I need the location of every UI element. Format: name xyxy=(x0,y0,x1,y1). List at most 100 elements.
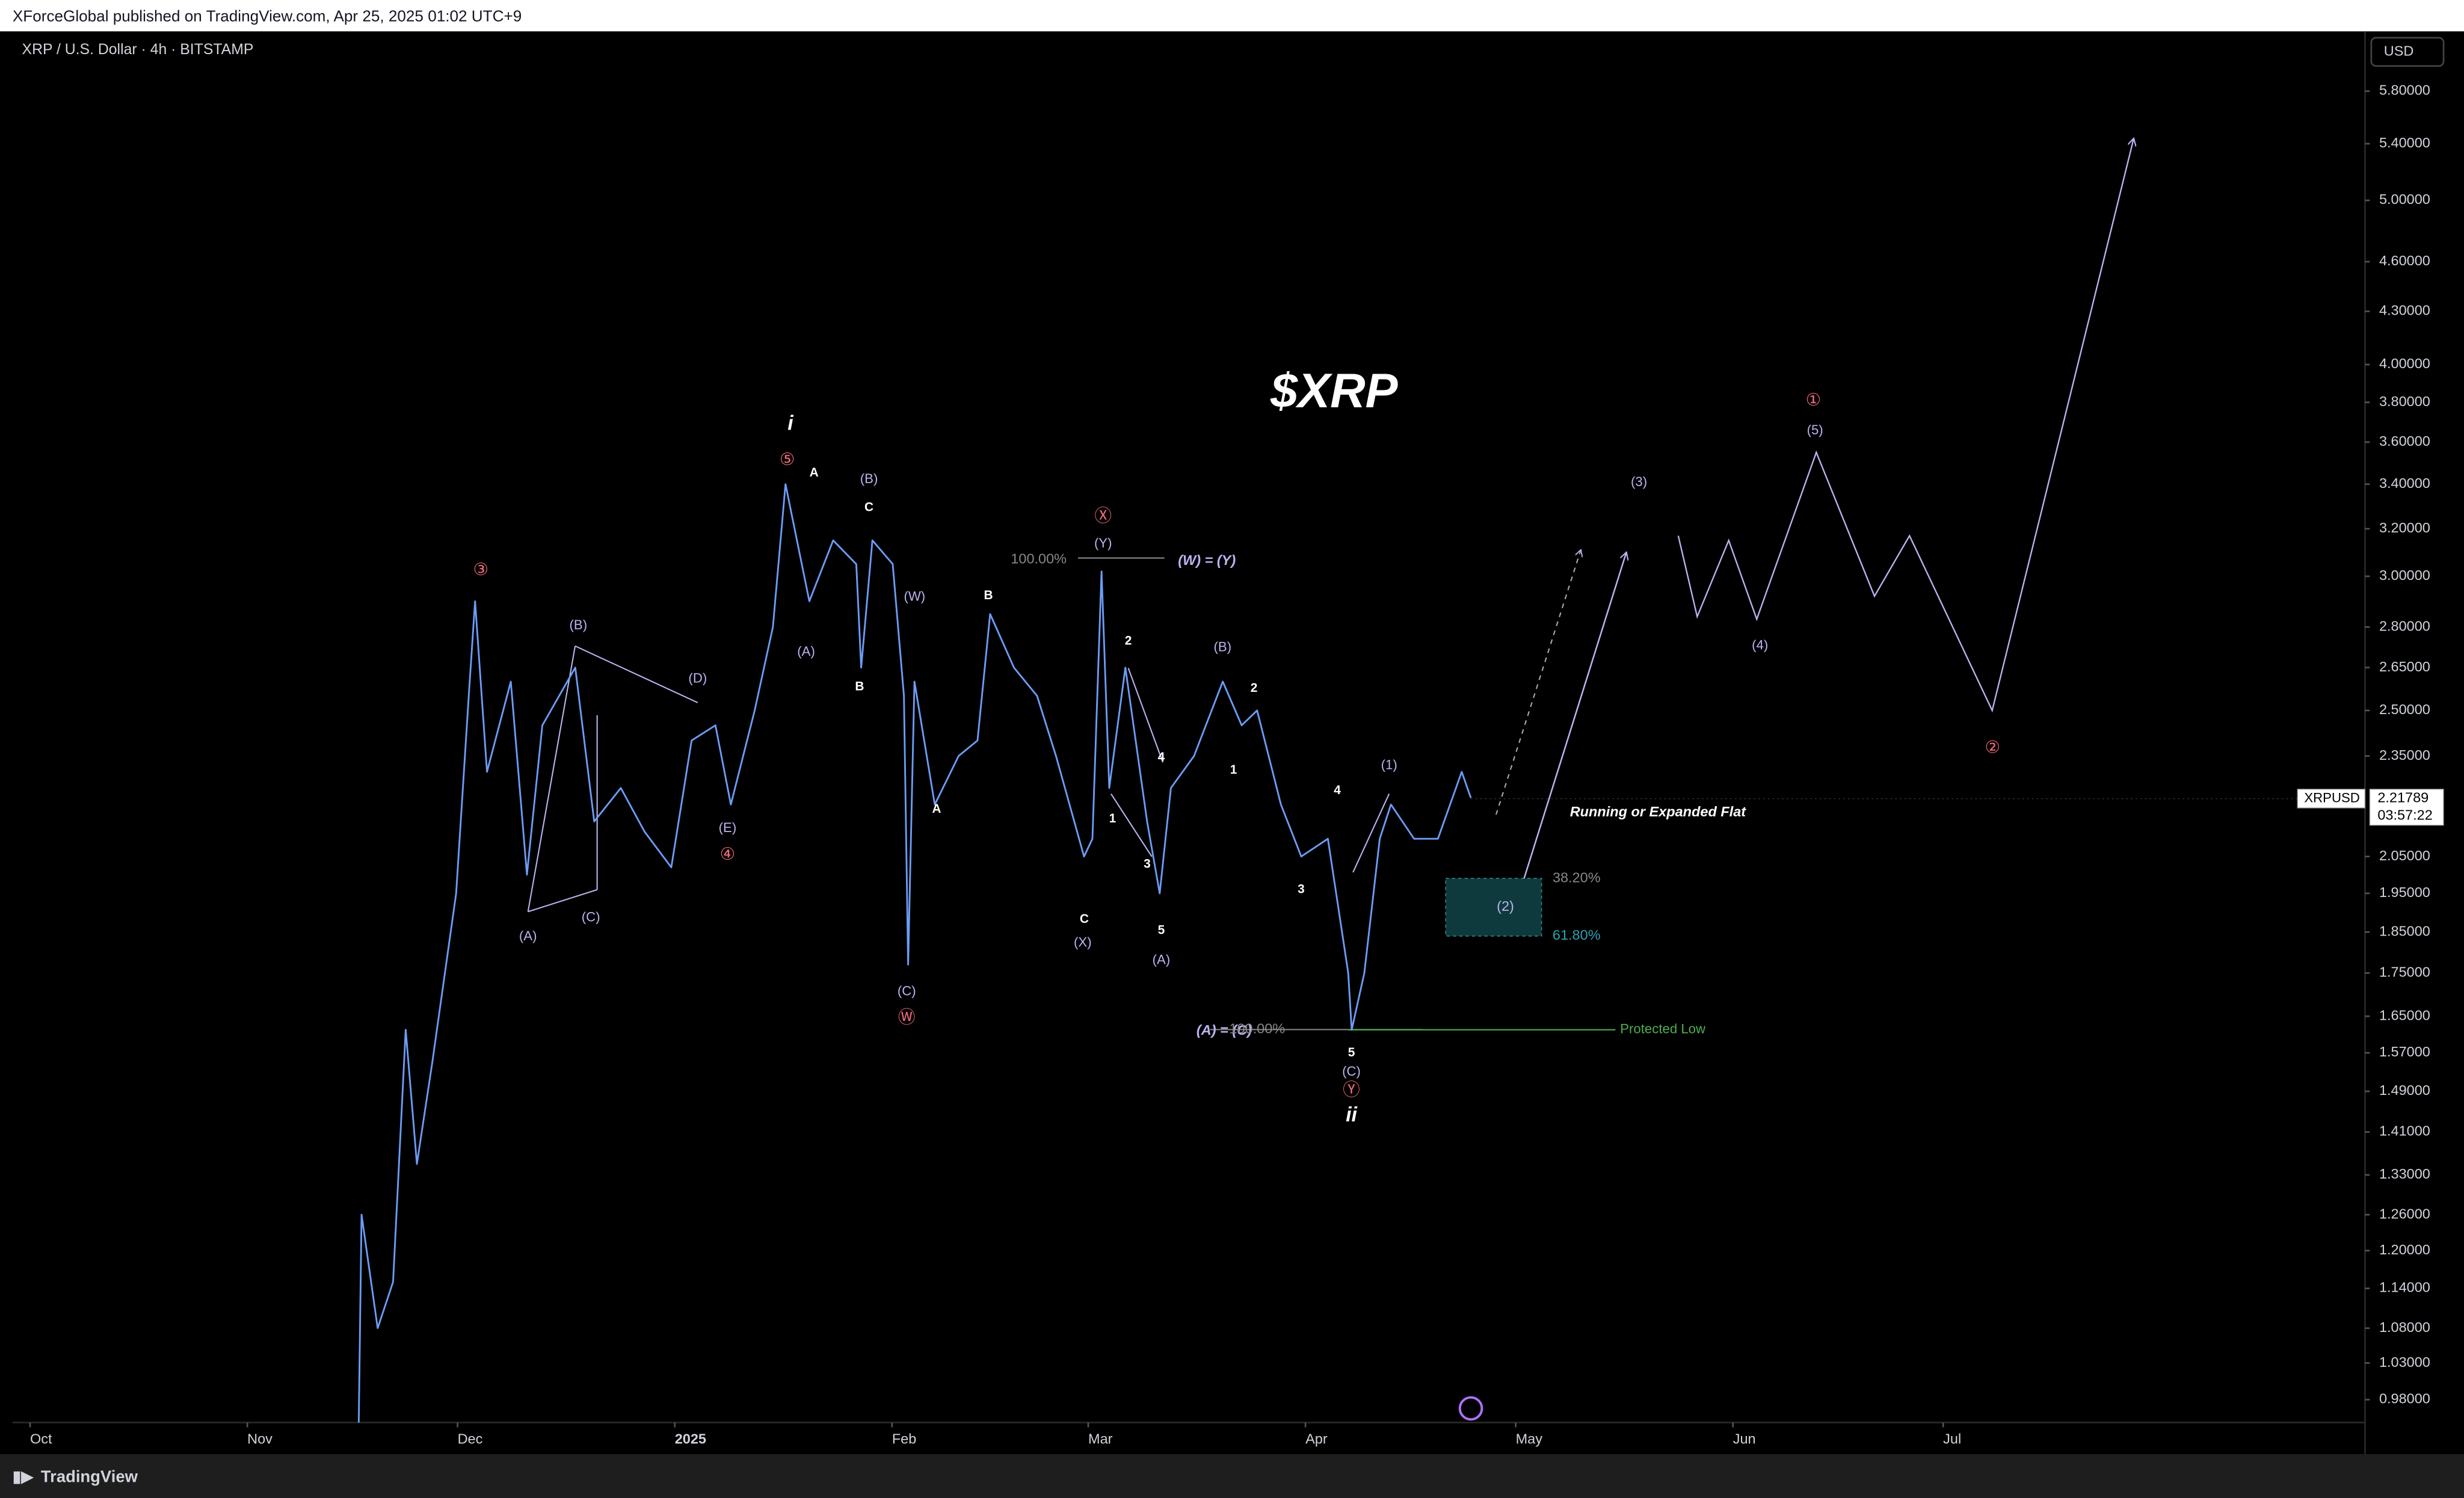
top-bar xyxy=(0,0,2464,32)
y-tick-label: 1.26000 xyxy=(2379,1206,2430,1221)
y-tick-label: 0.98000 xyxy=(2379,1391,2430,1407)
x-tick-label: 2025 xyxy=(675,1431,706,1447)
wave-label: 5 xyxy=(1158,923,1165,937)
wave-label: (A) xyxy=(1153,952,1171,967)
wave-label: B xyxy=(984,588,993,602)
y-tick-label: 2.80000 xyxy=(2379,618,2430,634)
wave-label: (C) xyxy=(898,984,916,999)
y-tick-label: 1.33000 xyxy=(2379,1166,2430,1182)
wave-line xyxy=(1110,793,1153,857)
wave-label: (A) xyxy=(797,644,815,659)
brand: TradingView xyxy=(41,1467,138,1485)
wave-label: (5) xyxy=(1807,422,1823,437)
icon[interactable] xyxy=(1458,1396,1483,1421)
wave-label: (B) xyxy=(1214,639,1232,654)
wave-label: 3 xyxy=(1144,857,1151,871)
y-tick-label: 1.75000 xyxy=(2379,964,2430,979)
wave-label: A xyxy=(810,466,819,479)
wave-label: (B) xyxy=(570,617,588,632)
wave-label: ④ xyxy=(720,845,736,864)
wave-label: ② xyxy=(1985,738,2000,757)
wave-label: C xyxy=(864,500,873,514)
wave-label: (E) xyxy=(719,820,737,835)
wave-label: (4) xyxy=(1752,638,1768,653)
y-tick-label: 1.20000 xyxy=(2379,1242,2430,1257)
wave-label: A xyxy=(932,802,941,816)
brand-logo: ▮▶ xyxy=(13,1467,34,1485)
y-tick-label: 1.57000 xyxy=(2379,1044,2430,1059)
y-tick-label: 5.00000 xyxy=(2379,191,2430,207)
x-tick-label: Jul xyxy=(1943,1431,1961,1447)
wave-line xyxy=(574,645,698,703)
wave-label: 100.00% xyxy=(1011,550,1067,566)
price-line xyxy=(357,483,1472,1423)
wave-label: ⑤ xyxy=(780,450,795,469)
wave-label: ① xyxy=(1806,390,1822,410)
chart-area xyxy=(0,31,2464,1454)
y-tick-label: 2.35000 xyxy=(2379,747,2430,763)
wave-line xyxy=(1352,794,1390,873)
bottom-bar xyxy=(0,1453,2464,1498)
wave-label: (D) xyxy=(688,671,707,686)
y-tick-label: 1.95000 xyxy=(2379,884,2430,900)
wave-label: 1 xyxy=(1230,763,1237,777)
wave-label: (C) xyxy=(1342,1064,1361,1079)
projection-arrow-1 xyxy=(1523,552,1627,879)
wave-label: ii xyxy=(1346,1103,1358,1126)
wave-label: 2 xyxy=(1251,681,1258,695)
x-tick-label: Apr xyxy=(1305,1431,1328,1447)
protected-low-label: Protected Low xyxy=(1620,1022,1706,1037)
y-tick-label: 4.30000 xyxy=(2379,303,2430,318)
watermark: $XRP xyxy=(1270,364,1398,418)
x-tick-label: Dec xyxy=(458,1431,483,1447)
y-tick-label: 3.40000 xyxy=(2379,475,2430,491)
y-tick-label: 1.41000 xyxy=(2379,1123,2430,1139)
wave-label: ③ xyxy=(473,560,488,579)
wave-label: 4 xyxy=(1334,783,1341,797)
y-tick-label: 2.05000 xyxy=(2379,848,2430,863)
wave-label: Running or Expanded Flat xyxy=(1570,804,1747,819)
wave-label: (W) xyxy=(904,589,925,604)
fib-level-label: 38.20% xyxy=(1553,869,1601,885)
y-tick-label: 1.08000 xyxy=(2379,1319,2430,1335)
price-tag xyxy=(2369,789,2444,826)
wave-label: 5 xyxy=(1348,1046,1355,1059)
wave-label: 2 xyxy=(1125,634,1132,648)
y-tick-label: 5.40000 xyxy=(2379,135,2430,150)
y-tick-label: 2.65000 xyxy=(2379,659,2430,674)
wave-label: (A) xyxy=(519,928,537,943)
y-tick-label: 1.85000 xyxy=(2379,923,2430,939)
wave-line xyxy=(1127,668,1164,763)
wave-label: (W) = (Y) xyxy=(1178,552,1236,568)
y-tick-label: 5.80000 xyxy=(2379,82,2430,98)
y-tick-label: 4.60000 xyxy=(2379,253,2430,268)
fib-zone-label: (2) xyxy=(1497,898,1514,914)
symbol-tag xyxy=(2297,789,2366,809)
x-tick-label: Feb xyxy=(892,1431,916,1447)
publisher: XForceGlobal published on TradingView.co… xyxy=(13,7,522,25)
x-tick-label: Jun xyxy=(1733,1431,1756,1447)
wave-label: i xyxy=(787,411,794,434)
y-tick-label: 1.14000 xyxy=(2379,1280,2430,1295)
wave-label: (C) xyxy=(582,910,600,925)
fib-level-label: 61.80% xyxy=(1553,927,1601,943)
wave-label: C xyxy=(1080,912,1089,926)
y-tick-label: 1.49000 xyxy=(2379,1082,2430,1098)
wave-label: 4 xyxy=(1158,750,1165,764)
x-tick-label: Mar xyxy=(1088,1431,1113,1447)
wave-label: 3 xyxy=(1298,882,1305,896)
wave-label: (X) xyxy=(1074,935,1092,950)
y-tick-label: 1.65000 xyxy=(2379,1007,2430,1023)
fib-zone xyxy=(1445,878,1542,937)
unit: USD xyxy=(2384,43,2414,58)
y-tick-label: 3.80000 xyxy=(2379,393,2430,409)
symbol-tag-label: XRPUSD xyxy=(2304,790,2359,805)
y-tick-label: 1.03000 xyxy=(2379,1354,2430,1370)
x-tick-label: May xyxy=(1516,1431,1543,1447)
wave-label: (A) = (C) xyxy=(1197,1022,1252,1038)
wave-label: (1) xyxy=(1381,757,1397,772)
wave-label: 1 xyxy=(1109,812,1116,825)
price-tag-countdown: 03:57:22 xyxy=(2377,807,2432,822)
wave-line xyxy=(528,889,597,913)
